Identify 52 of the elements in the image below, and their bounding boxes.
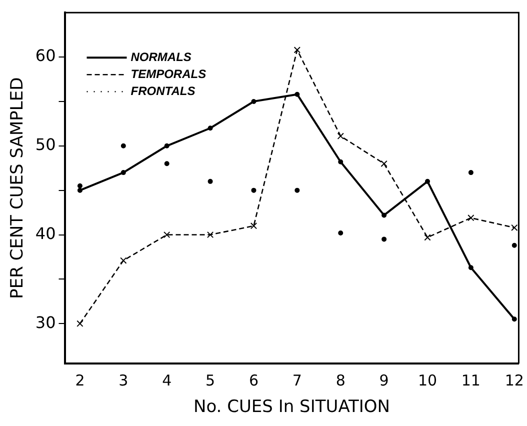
point <box>382 212 387 218</box>
point <box>338 230 344 236</box>
point <box>120 257 127 264</box>
point <box>251 188 256 193</box>
point <box>77 188 82 193</box>
point <box>382 236 387 242</box>
x-axis-title: No. CUES In SITUATION <box>193 397 390 418</box>
point <box>468 214 474 222</box>
point <box>511 224 518 231</box>
x-tick-label: 11 <box>461 371 480 390</box>
point <box>512 316 517 322</box>
x-tick-label: 12 <box>504 371 524 390</box>
y-tick-label: 50 <box>35 135 56 154</box>
point <box>120 143 126 148</box>
x-tick-label: 5 <box>206 371 216 390</box>
x-tick-label: 10 <box>418 371 438 390</box>
legend-label: FRONTALS <box>130 84 196 98</box>
point <box>251 98 256 104</box>
point <box>206 231 214 238</box>
x-tick-label: 9 <box>379 371 389 390</box>
point <box>512 242 517 248</box>
y-axis-title: PER CENT CUES SAMPLED <box>8 77 28 299</box>
point <box>424 178 430 184</box>
point <box>338 159 344 164</box>
point <box>424 234 431 241</box>
point <box>77 183 82 188</box>
y-tick-label: 60 <box>35 46 56 66</box>
y-tick-label: 40 <box>35 224 56 243</box>
x-tick-label: 8 <box>336 371 346 390</box>
point <box>294 92 300 97</box>
x-tick-label: 2 <box>75 371 85 390</box>
y-tick-label: 30 <box>35 312 56 332</box>
point <box>337 132 344 140</box>
point <box>120 170 126 176</box>
x-tick-label: 4 <box>162 371 172 390</box>
x-tick-label: 3 <box>118 371 128 390</box>
point <box>208 126 213 131</box>
point <box>294 188 300 193</box>
point <box>76 320 84 327</box>
point <box>208 178 213 184</box>
point <box>468 265 474 270</box>
point <box>250 222 258 230</box>
point <box>164 143 170 148</box>
point <box>164 231 170 238</box>
x-tick-label: 7 <box>292 371 302 390</box>
point <box>164 161 170 166</box>
legend-label: NORMALS <box>130 50 192 64</box>
point <box>294 46 300 54</box>
point <box>468 170 474 176</box>
point <box>380 160 388 167</box>
x-tick-label: 6 <box>248 371 259 390</box>
legend-label: TEMPORALS <box>130 66 206 81</box>
